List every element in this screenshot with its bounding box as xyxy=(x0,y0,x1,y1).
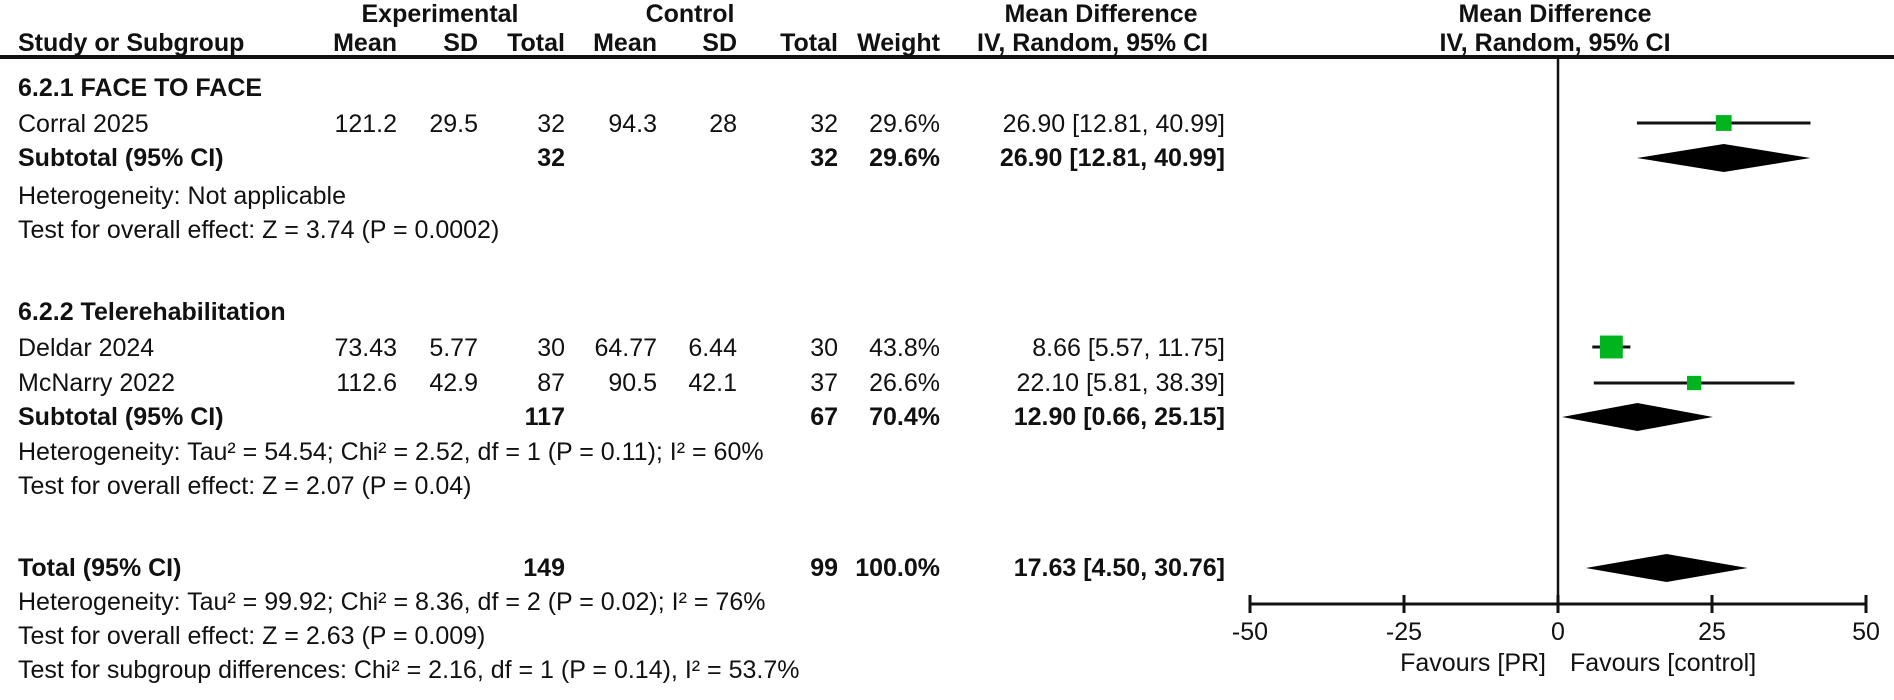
cell-mean2: 64.77 xyxy=(594,334,657,362)
pooled-row-label: Subtotal (95% CI) xyxy=(18,403,224,431)
cell-total1: 32 xyxy=(537,144,565,172)
cell-mean1: 73.43 xyxy=(334,334,397,362)
col-group-experimental: Experimental xyxy=(361,0,519,28)
pooled-row-label: Total (95% CI) xyxy=(18,554,182,582)
col-group-control: Control xyxy=(645,0,735,28)
cell-ci: 26.90 [12.81, 40.99] xyxy=(999,144,1225,172)
table-row-note: Test for overall effect: Z = 2.07 (P = 0… xyxy=(0,470,1400,502)
cell-total1: 117 xyxy=(524,403,565,431)
x-axis-tick-label: -50 xyxy=(1232,618,1268,646)
cell-total2: 99 xyxy=(810,554,838,582)
cell-total2: 30 xyxy=(810,334,838,362)
subgroup-heading: 6.2.2 Telerehabilitation xyxy=(18,298,286,326)
table-row-study: McNarry 2022 112.6 42.9 87 90.5 42.1 37 26.6% 22… xyxy=(0,367,1400,399)
col-header-mean-ctl: Mean xyxy=(593,29,657,57)
cell-weight: 29.6% xyxy=(869,144,940,172)
cell-mean1: 112.6 xyxy=(336,369,397,397)
effect-size-square xyxy=(1715,115,1732,131)
table-row-study: Corral 2025 121.2 29.5 32 94.3 28 32 29.6% 26.90… xyxy=(0,108,1400,140)
col-header-sd-ctl: SD xyxy=(702,29,737,57)
cell-ci: 17.63 [4.50, 30.76] xyxy=(1013,554,1225,582)
cell-total1: 30 xyxy=(537,334,565,362)
col-group-mean-difference-plot: Mean Difference xyxy=(1458,0,1652,28)
col-header-ci-text: IV, Random, 95% CI xyxy=(977,29,1209,57)
table-row-subtotal: Total (95% CI) 149 99 100.0% 17.63 [4.50, 30… xyxy=(0,552,1400,584)
table-row-note: Test for subgroup differences: Chi² = 2.… xyxy=(0,654,1400,686)
cell-total1: 32 xyxy=(537,110,565,138)
cell-ci: 22.10 [5.81, 38.39] xyxy=(1016,369,1225,397)
cell-sd2: 42.1 xyxy=(688,369,737,397)
table-row-note: Heterogeneity: Not applicable xyxy=(0,180,1400,212)
cell-sd1: 42.9 xyxy=(429,369,478,397)
effect-size-square xyxy=(1686,375,1702,391)
col-header-sd-exp: SD xyxy=(443,29,478,57)
effect-size-square xyxy=(1599,335,1623,359)
cell-ci: 26.90 [12.81, 40.99] xyxy=(1002,110,1225,138)
header-rule xyxy=(0,55,1894,59)
table-row-study: Deldar 2024 73.43 5.77 30 64.77 6.44 30 43.8% 8.… xyxy=(0,332,1400,364)
statistics-text: Heterogeneity: Not applicable xyxy=(18,182,346,210)
table-row-group: 6.2.2 Telerehabilitation xyxy=(0,296,1400,328)
col-header-mean-exp: Mean xyxy=(333,29,397,57)
pooled-effect-diamond xyxy=(1562,403,1713,431)
cell-mean2: 94.3 xyxy=(608,110,657,138)
subgroup-heading: 6.2.1 FACE TO FACE xyxy=(18,74,263,102)
x-axis-tick-label: 0 xyxy=(1551,618,1565,646)
pooled-effect-diamond xyxy=(1636,144,1811,172)
table-row-subtotal: Subtotal (95% CI) 32 32 29.6% 26.90 [12.81, … xyxy=(0,142,1400,174)
cell-sd2: 28 xyxy=(709,110,737,138)
favours-left-label: Favours [PR] xyxy=(1400,649,1546,677)
col-header-ci-plot: IV, Random, 95% CI xyxy=(1439,29,1671,57)
table-row-note: Heterogeneity: Tau² = 54.54; Chi² = 2.52… xyxy=(0,436,1400,468)
cell-total2: 37 xyxy=(810,369,838,397)
statistics-text: Test for subgroup differences: Chi² = 2.… xyxy=(18,656,800,684)
cell-weight: 29.6% xyxy=(869,110,940,138)
statistics-text: Heterogeneity: Tau² = 54.54; Chi² = 2.52… xyxy=(18,438,764,466)
cell-mean2: 90.5 xyxy=(608,369,657,397)
col-header-study: Study or Subgroup xyxy=(18,29,245,57)
cell-ci: 12.90 [0.66, 25.15] xyxy=(1013,403,1225,431)
x-axis-tick-label: 25 xyxy=(1698,618,1726,646)
cell-sd1: 5.77 xyxy=(429,334,478,362)
col-header-total-exp: Total xyxy=(507,29,565,57)
cell-weight: 100.0% xyxy=(855,554,940,582)
cell-total1: 87 xyxy=(537,369,565,397)
cell-weight: 26.6% xyxy=(869,369,940,397)
cell-weight: 43.8% xyxy=(869,334,940,362)
cell-total2: 67 xyxy=(810,403,838,431)
cell-total2: 32 xyxy=(810,144,838,172)
cell-ci: 8.66 [5.57, 11.75] xyxy=(1032,334,1225,362)
favours-right-label: Favours [control] xyxy=(1570,649,1756,677)
table-row-group: 6.2.1 FACE TO FACE xyxy=(0,72,1400,104)
statistics-text: Test for overall effect: Z = 2.07 (P = 0… xyxy=(18,472,472,500)
cell-sd1: 29.5 xyxy=(429,110,478,138)
table-row-note: Test for overall effect: Z = 2.63 (P = 0… xyxy=(0,620,1400,652)
col-header-weight: Weight xyxy=(857,29,940,57)
study-label: McNarry 2022 xyxy=(18,369,175,397)
table-row-note: Heterogeneity: Tau² = 99.92; Chi² = 8.36… xyxy=(0,586,1400,618)
cell-total1: 149 xyxy=(523,554,565,582)
statistics-text: Test for overall effect: Z = 3.74 (P = 0… xyxy=(18,216,500,244)
cell-sd2: 6.44 xyxy=(688,334,737,362)
pooled-row-label: Subtotal (95% CI) xyxy=(18,144,224,172)
col-group-mean-difference-text: Mean Difference xyxy=(1004,0,1198,28)
statistics-text: Test for overall effect: Z = 2.63 (P = 0… xyxy=(18,622,486,650)
pooled-effect-diamond xyxy=(1585,554,1748,582)
statistics-text: Heterogeneity: Tau² = 99.92; Chi² = 8.36… xyxy=(18,588,766,616)
study-label: Deldar 2024 xyxy=(18,334,155,362)
study-label: Corral 2025 xyxy=(18,110,149,138)
cell-weight: 70.4% xyxy=(869,403,940,431)
cell-mean1: 121.2 xyxy=(334,110,397,138)
cell-total2: 32 xyxy=(810,110,838,138)
x-axis-tick-label: -25 xyxy=(1386,618,1422,646)
col-header-total-ctl: Total xyxy=(780,29,838,57)
table-row-subtotal: Subtotal (95% CI) 117 67 70.4% 12.90 [0.66, … xyxy=(0,401,1400,433)
x-axis-tick-label: 50 xyxy=(1852,618,1880,646)
table-row-note: Test for overall effect: Z = 3.74 (P = 0… xyxy=(0,214,1400,246)
